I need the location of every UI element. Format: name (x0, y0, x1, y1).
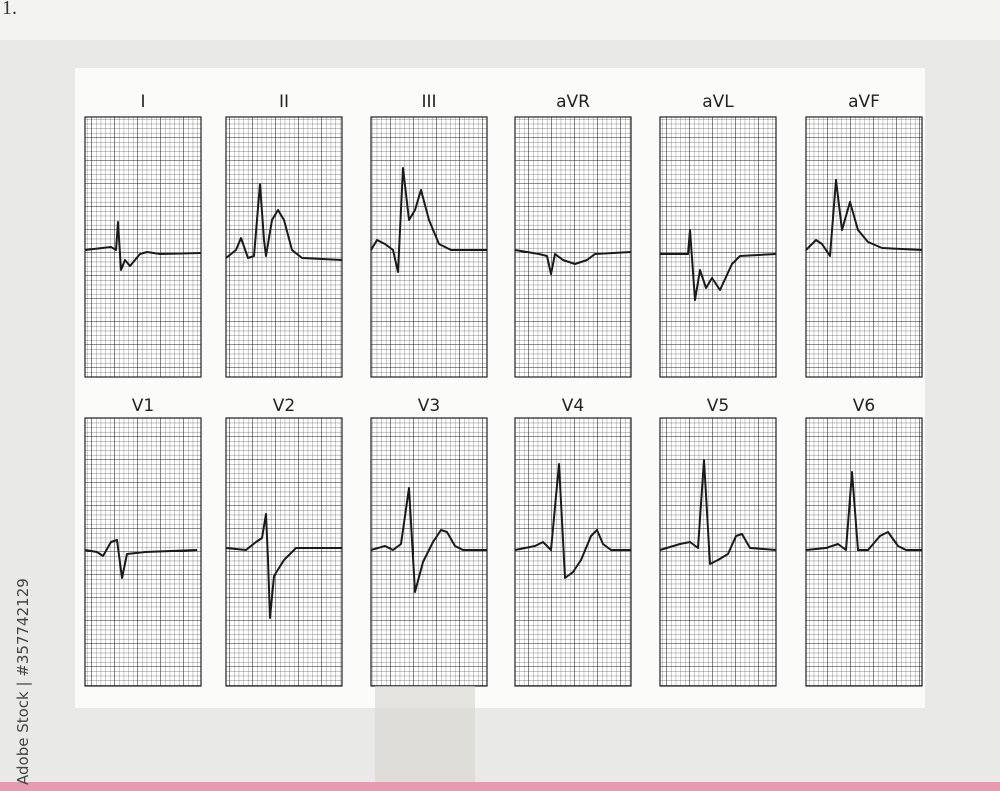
lead-label: aVF (848, 92, 880, 112)
ecg-trace (370, 487, 487, 593)
ecg-trace (225, 513, 342, 619)
page-number: 1. (2, 0, 17, 19)
pink-edge (0, 782, 1000, 791)
ecg-trace (659, 459, 777, 565)
grid-bold (659, 417, 777, 687)
ecg-trace (805, 471, 922, 551)
grid-bold (805, 417, 923, 687)
ecg-trace (84, 539, 198, 579)
grid-bold (225, 417, 343, 687)
lead-label: II (279, 92, 289, 112)
lead-label: I (140, 92, 145, 112)
lead-label: V1 (132, 396, 154, 416)
paper-top (0, 0, 1000, 40)
lead-label: III (421, 92, 436, 112)
grid-bold (659, 116, 777, 378)
ecg-trace (225, 183, 343, 261)
grid-bold (514, 417, 632, 687)
ecg-sheet (75, 68, 925, 708)
lead-label: V4 (562, 396, 584, 416)
lead-label: V2 (273, 396, 295, 416)
lead-label: V5 (707, 396, 729, 416)
ecg-trace (660, 229, 777, 301)
lead-label: V6 (853, 396, 875, 416)
grid-bold (225, 116, 343, 378)
lead-label: V3 (418, 396, 440, 416)
watermark: Adobe Stock | #357742129 (14, 578, 32, 785)
tape (375, 686, 475, 782)
grid-bold (514, 116, 632, 378)
ecg-trace (805, 179, 923, 257)
ecg-trace (370, 167, 487, 273)
ecg-trace (514, 249, 632, 275)
ecg-trace (84, 221, 202, 271)
ecg-trace (514, 463, 631, 579)
grid-bold (805, 116, 923, 378)
lead-label: aVR (556, 92, 590, 112)
lead-label: aVL (702, 92, 734, 112)
